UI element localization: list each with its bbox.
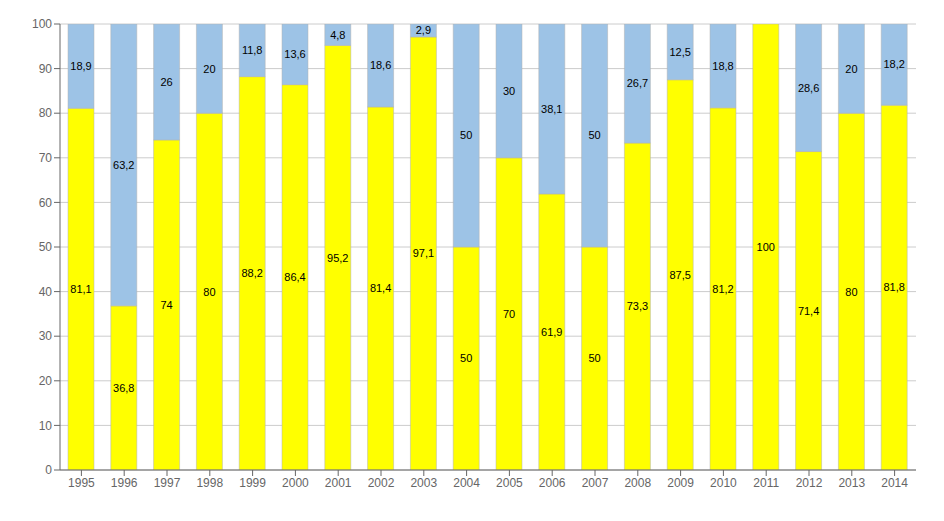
svg-text:20: 20 xyxy=(845,63,857,75)
svg-text:38,1: 38,1 xyxy=(541,103,562,115)
svg-text:97,1: 97,1 xyxy=(413,247,434,259)
svg-text:2001: 2001 xyxy=(325,476,352,490)
svg-text:18,8: 18,8 xyxy=(712,60,733,72)
svg-text:81,8: 81,8 xyxy=(883,281,904,293)
svg-text:2008: 2008 xyxy=(624,476,651,490)
svg-text:30: 30 xyxy=(39,329,53,343)
svg-text:88,2: 88,2 xyxy=(241,267,262,279)
svg-text:100: 100 xyxy=(757,241,775,253)
svg-text:12,5: 12,5 xyxy=(669,46,690,58)
svg-text:1999: 1999 xyxy=(239,476,266,490)
svg-text:2009: 2009 xyxy=(667,476,694,490)
svg-text:2011: 2011 xyxy=(753,476,779,490)
svg-text:81,1: 81,1 xyxy=(70,283,91,295)
svg-text:4,8: 4,8 xyxy=(330,29,345,41)
svg-text:2004: 2004 xyxy=(453,476,480,490)
svg-text:73,3: 73,3 xyxy=(627,300,648,312)
svg-text:1996: 1996 xyxy=(111,476,138,490)
svg-text:11,8: 11,8 xyxy=(242,44,263,56)
svg-text:70: 70 xyxy=(39,151,53,165)
svg-text:2006: 2006 xyxy=(539,476,566,490)
svg-text:50: 50 xyxy=(39,240,53,254)
svg-text:90: 90 xyxy=(39,62,53,76)
svg-text:2007: 2007 xyxy=(582,476,609,490)
svg-text:81,2: 81,2 xyxy=(712,283,733,295)
svg-text:50: 50 xyxy=(460,352,472,364)
svg-text:60: 60 xyxy=(39,196,53,210)
svg-text:2013: 2013 xyxy=(838,476,865,490)
svg-text:1998: 1998 xyxy=(196,476,223,490)
svg-text:28,6: 28,6 xyxy=(798,82,819,94)
svg-text:2,9: 2,9 xyxy=(416,24,431,36)
svg-text:81,4: 81,4 xyxy=(370,282,391,294)
svg-text:80: 80 xyxy=(845,286,857,298)
svg-text:2012: 2012 xyxy=(796,476,823,490)
svg-text:13,6: 13,6 xyxy=(284,48,305,60)
svg-text:100: 100 xyxy=(32,17,52,31)
svg-text:26,7: 26,7 xyxy=(627,77,648,89)
svg-text:0: 0 xyxy=(45,463,52,477)
svg-text:2010: 2010 xyxy=(710,476,737,490)
svg-text:71,4: 71,4 xyxy=(798,305,819,317)
svg-text:63,2: 63,2 xyxy=(113,159,134,171)
svg-text:86,4: 86,4 xyxy=(284,271,305,283)
svg-text:10: 10 xyxy=(39,419,53,433)
svg-text:36,8: 36,8 xyxy=(113,382,134,394)
svg-text:18,9: 18,9 xyxy=(70,60,91,72)
svg-text:70: 70 xyxy=(503,308,515,320)
svg-text:18,2: 18,2 xyxy=(883,58,904,70)
svg-text:18,6: 18,6 xyxy=(370,59,391,71)
svg-text:26: 26 xyxy=(160,76,172,88)
svg-text:1997: 1997 xyxy=(154,476,181,490)
svg-text:50: 50 xyxy=(588,352,600,364)
svg-text:95,2: 95,2 xyxy=(327,252,348,264)
svg-text:2005: 2005 xyxy=(496,476,523,490)
svg-text:87,5: 87,5 xyxy=(669,269,690,281)
svg-text:61,9: 61,9 xyxy=(541,326,562,338)
svg-text:2003: 2003 xyxy=(410,476,437,490)
svg-text:40: 40 xyxy=(39,285,53,299)
svg-text:1995: 1995 xyxy=(68,476,95,490)
svg-text:80: 80 xyxy=(203,286,215,298)
svg-text:30: 30 xyxy=(503,85,515,97)
svg-text:74: 74 xyxy=(160,299,172,311)
svg-text:20: 20 xyxy=(203,63,215,75)
svg-text:80: 80 xyxy=(39,106,53,120)
svg-text:50: 50 xyxy=(588,129,600,141)
svg-text:50: 50 xyxy=(460,129,472,141)
svg-text:20: 20 xyxy=(39,374,53,388)
svg-text:2002: 2002 xyxy=(368,476,395,490)
svg-text:2000: 2000 xyxy=(282,476,309,490)
svg-text:2014: 2014 xyxy=(881,476,908,490)
